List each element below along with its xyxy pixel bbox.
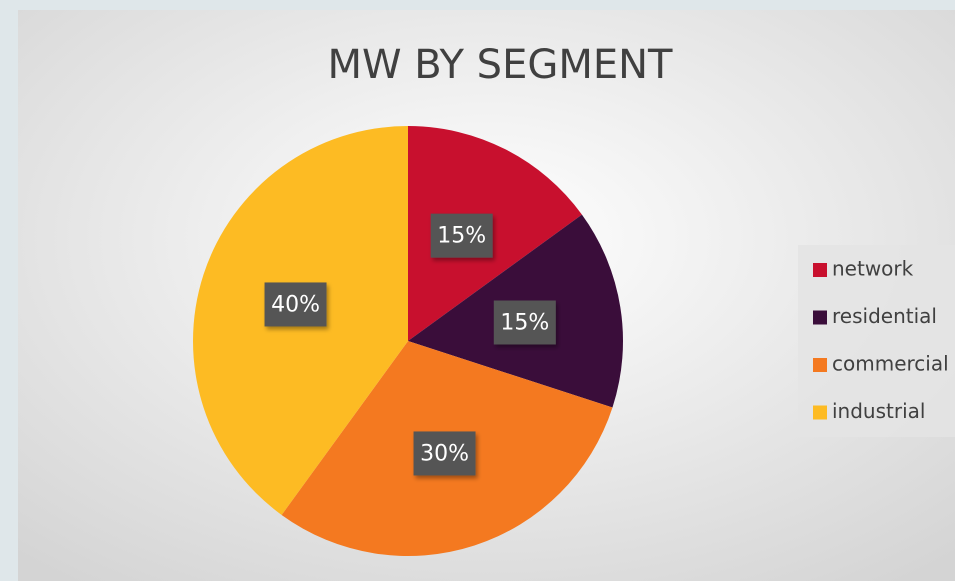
data-label-box [493,300,556,345]
data-label: 30% [420,441,469,466]
legend-label: commercial [832,352,949,376]
data-label: 15% [500,311,549,336]
data-label: 15% [437,224,486,249]
legend-label: industrial [832,399,925,423]
legend-swatch [813,310,827,325]
pie-slice [408,126,582,341]
legend-label: residential [832,304,937,328]
data-label-box [264,282,327,327]
legend-swatch [813,358,827,372]
legend-swatch [813,263,827,277]
data-label: 40% [271,292,320,317]
legend-label: network [832,257,914,281]
data-label-box [430,213,493,258]
chart-title: MW BY SEGMENT [328,42,674,88]
legend-swatch [813,405,827,420]
data-label-box [413,431,476,476]
